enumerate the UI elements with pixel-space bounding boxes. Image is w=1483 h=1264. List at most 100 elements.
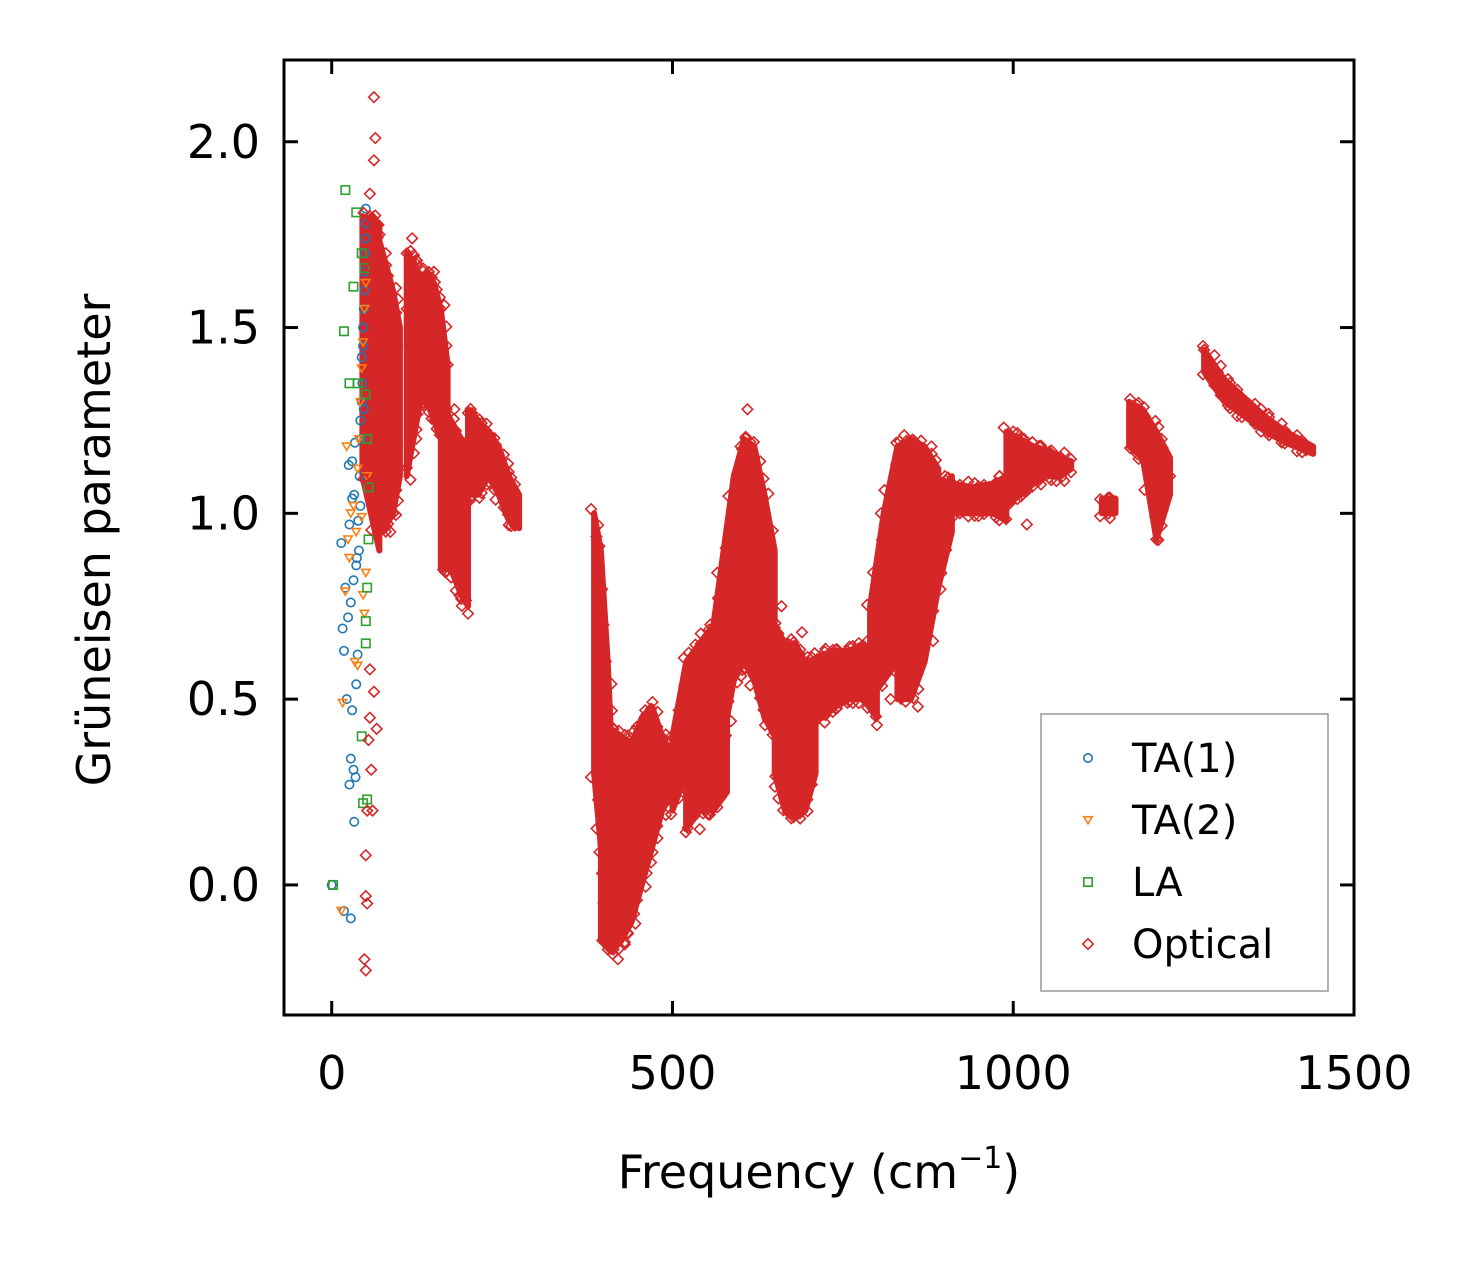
- optical-point: [364, 261, 378, 275]
- ta-2-point: [337, 698, 349, 709]
- optical-band-edge-point: [677, 679, 691, 693]
- optical-band-edge-point: [438, 434, 451, 448]
- optical-band-edge-point: [439, 320, 453, 333]
- la-point: [356, 248, 367, 259]
- optical-band-edge-point: [914, 502, 928, 516]
- optical-band-edge-point: [758, 718, 772, 732]
- optical-point: [434, 302, 448, 316]
- optical-band-edge-point: [593, 539, 606, 553]
- optical-band-edge-point: [1262, 428, 1276, 442]
- optical-point: [829, 692, 843, 706]
- y-tick-label: 0.0: [187, 858, 260, 912]
- optical-point: [870, 718, 884, 732]
- optical-band-edge-point: [599, 654, 613, 668]
- optical-point: [625, 878, 638, 892]
- optical-point: [890, 637, 904, 650]
- optical-band-edge-point: [1155, 441, 1169, 454]
- x-tick-label: 500: [629, 1046, 717, 1100]
- optical-band-edge-point: [453, 589, 467, 602]
- optical-band-edge-point: [793, 647, 807, 661]
- optical-band-edge-point: [391, 494, 405, 508]
- optical-band-edge-point: [379, 258, 393, 272]
- optical-point: [1102, 499, 1116, 513]
- legend-label-optical: Optical: [1132, 922, 1273, 968]
- optical-band-edge-point: [1137, 453, 1151, 466]
- optical-band-edge-point: [743, 435, 757, 449]
- optical-point: [492, 469, 506, 483]
- optical-band-edge-point: [710, 738, 724, 751]
- optical-band-edge-point: [1155, 519, 1169, 533]
- optical-band-edge-point: [1014, 431, 1028, 444]
- data-points-layer: [326, 90, 1313, 977]
- optical-point: [373, 228, 386, 242]
- optical-band-edge-point: [893, 639, 907, 653]
- legend-item-la: LA: [1083, 860, 1183, 906]
- optical-point: [693, 822, 707, 836]
- optical-band-edge-point: [769, 616, 782, 630]
- optical-band-edge-point: [389, 281, 403, 295]
- optical-band-edge-point: [696, 727, 710, 741]
- optical-band-edge-point: [999, 471, 1013, 485]
- optical-band-edge-point: [758, 507, 772, 520]
- optical-band-edge-point: [1295, 445, 1309, 459]
- optical-band-edge-point: [480, 417, 494, 431]
- ta-1-point: [359, 285, 370, 296]
- optical-band-edge-point: [1055, 470, 1068, 484]
- optical-band-edge-point: [444, 420, 458, 434]
- optical-band-edge-point: [1262, 425, 1275, 439]
- optical-band-edge-point: [818, 716, 832, 729]
- optical-point: [364, 763, 378, 777]
- optical-band-edge-point: [977, 507, 991, 521]
- optical-band-edge-point: [890, 657, 903, 670]
- optical-band-edge-point: [911, 682, 925, 696]
- series-la: [328, 185, 374, 890]
- la-point: [359, 263, 370, 274]
- optical-band-edge-point: [878, 483, 891, 497]
- optical-band-edge-point: [489, 493, 503, 506]
- optical-band-edge-point: [710, 566, 724, 580]
- optical-point: [366, 291, 379, 305]
- optical-band-edge-point: [480, 478, 494, 491]
- optical-band-edge-point: [688, 638, 702, 652]
- optical-band-edge-point: [677, 766, 691, 780]
- optical-band-edge-point: [412, 396, 426, 410]
- optical-point: [788, 804, 802, 818]
- optical-band-edge-point: [371, 231, 384, 244]
- optical-band-edge-point: [972, 509, 986, 523]
- la-point: [340, 185, 351, 196]
- y-axis-title: Grüneisen parameter: [67, 293, 121, 786]
- optical-band-edge-point: [889, 666, 903, 680]
- optical-band-edge-point: [629, 917, 642, 930]
- optical-band-edge-point: [600, 937, 613, 951]
- optical-band-edge-point: [1101, 491, 1115, 505]
- optical-band-edge-point: [1262, 410, 1276, 424]
- y-tick-label: 0.5: [187, 672, 260, 726]
- optical-band-edge-point: [659, 808, 673, 822]
- optical-point: [761, 544, 775, 557]
- optical-band-edge-point: [997, 499, 1011, 513]
- legend-marker-optical: [1081, 937, 1095, 951]
- optical-band-edge-point: [618, 935, 632, 949]
- optical-band-edge-point: [900, 620, 913, 634]
- optical-point: [856, 655, 870, 669]
- optical-band-edge-point: [730, 467, 744, 481]
- optical-band-edge-point: [1275, 436, 1289, 449]
- optical-band-edge-point: [1254, 402, 1268, 416]
- optical-band-edge-point: [400, 246, 414, 260]
- legend-label-la: LA: [1132, 860, 1183, 906]
- optical-band-edge-point: [869, 650, 883, 664]
- ta-2-point: [357, 338, 369, 348]
- optical-point: [461, 607, 475, 621]
- series-ta-1: [326, 203, 372, 924]
- la-point: [362, 434, 373, 445]
- optical-band-edge-point: [894, 577, 908, 590]
- optical-point: [843, 674, 857, 687]
- optical-band-edge-point: [627, 907, 641, 921]
- optical-band-edge-point: [801, 804, 814, 818]
- optical-band-edge-point: [489, 438, 503, 452]
- ta-2-point: [356, 512, 368, 523]
- optical-band-edge-point: [682, 646, 696, 660]
- optical-band-edge-point: [650, 819, 664, 833]
- legend: TA(1) TA(2) LA Optical: [1040, 713, 1329, 992]
- optical-band-edge-point: [874, 674, 888, 687]
